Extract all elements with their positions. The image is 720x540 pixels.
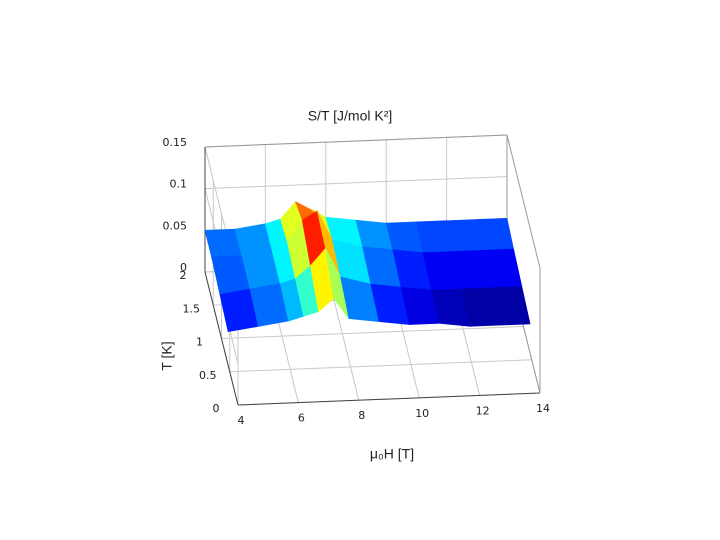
grid-line (229, 359, 532, 373)
z-tick-label: 0.1 (170, 178, 188, 191)
axis-line (204, 271, 239, 406)
z-tick-label: 0 (180, 261, 187, 274)
grid-line (204, 176, 508, 190)
x-axis-label: μ₀H [T] (370, 446, 414, 462)
axis-line (506, 134, 541, 269)
surface-patch (476, 218, 514, 251)
x-tick-label: 10 (415, 407, 429, 420)
y-tick-label: 1.5 (183, 302, 201, 315)
x-tick-label: 4 (238, 414, 245, 427)
axis-line (237, 392, 541, 406)
z-tick-label: 0.05 (163, 219, 188, 232)
y-tick-label: 2 (180, 269, 187, 282)
chart-title: S/T [J/mol K²] (308, 108, 393, 124)
x-tick-label: 8 (358, 409, 365, 422)
grid-line (221, 326, 524, 339)
y-tick-label: 1 (196, 336, 203, 349)
x-tick-label: 6 (298, 412, 305, 425)
x-tick-label: 14 (536, 402, 550, 415)
axis-line (204, 134, 508, 148)
y-axis-label: T [K] (159, 341, 175, 370)
y-tick-label: 0.5 (199, 369, 217, 382)
x-tick-label: 12 (476, 404, 490, 417)
z-tick-label: 0.15 (163, 136, 188, 149)
y-tick-label: 0 (213, 402, 220, 415)
surface-patch (491, 286, 531, 326)
